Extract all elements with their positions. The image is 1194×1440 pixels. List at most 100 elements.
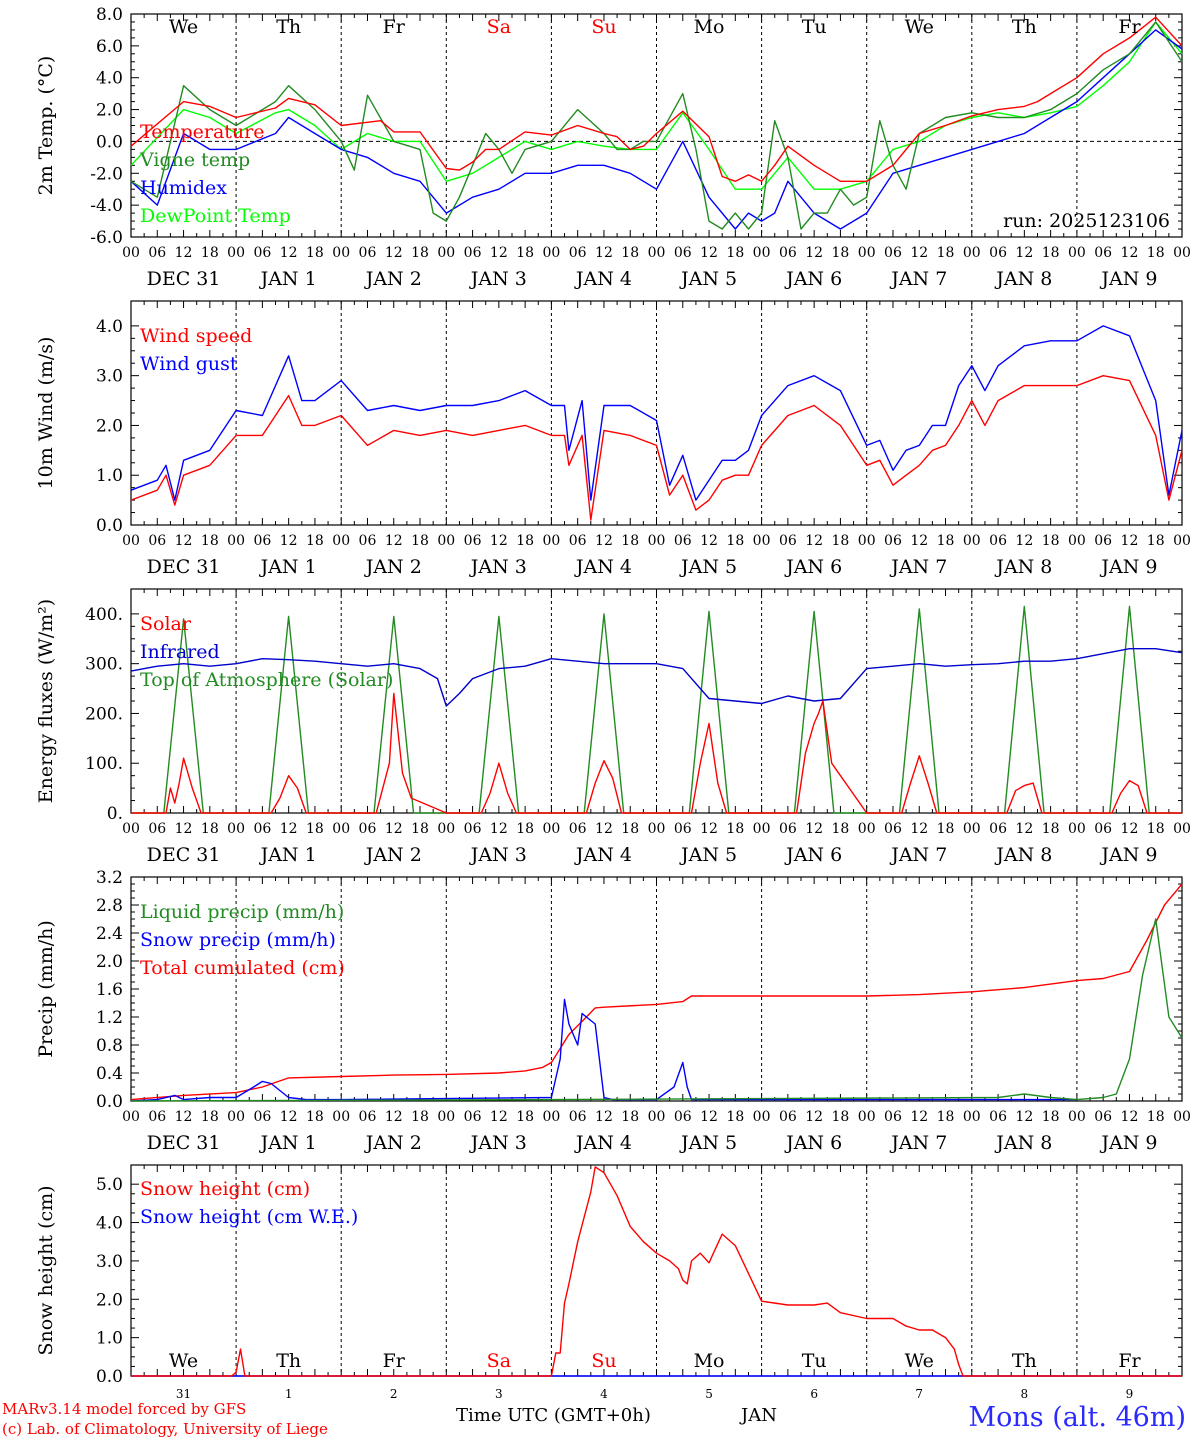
panel-precip: 0.0 0.4 0.8 1.2 1.6 2.0 2.4 2.8 3.2 Precip (mm/h)… bbox=[35, 868, 1191, 1154]
hour-label: 00 bbox=[332, 533, 350, 549]
date-label: JAN 1 bbox=[259, 844, 317, 866]
hour-label: 12 bbox=[700, 533, 718, 549]
hour-label: 12 bbox=[595, 821, 613, 837]
hour-label: 00 bbox=[122, 821, 140, 837]
y-tick-label: 3.2 bbox=[96, 868, 123, 888]
hour-label: 12 bbox=[805, 1109, 823, 1125]
legend-entry: Solar bbox=[140, 613, 192, 635]
hour-label: 12 bbox=[595, 533, 613, 549]
hour-label: 06 bbox=[253, 533, 271, 549]
y-tick-label: 4.0 bbox=[96, 1214, 123, 1234]
date-label: JAN 4 bbox=[574, 1132, 632, 1154]
legend-entry: Infrared bbox=[140, 641, 220, 663]
hour-label: 06 bbox=[359, 245, 377, 261]
hour-label: 06 bbox=[148, 821, 166, 837]
date-label: 31 bbox=[176, 1387, 191, 1401]
hour-label: 18 bbox=[516, 245, 534, 261]
hour-label: 12 bbox=[490, 533, 508, 549]
y-tick-label: 3.0 bbox=[96, 1252, 123, 1272]
day-label: Fr bbox=[1118, 1350, 1141, 1372]
hour-label: 06 bbox=[989, 533, 1007, 549]
y-tick-label: -6.0 bbox=[90, 228, 123, 248]
hour-label: 18 bbox=[1147, 245, 1165, 261]
date-label: 2 bbox=[390, 1387, 398, 1401]
month-label: JAN bbox=[741, 1405, 777, 1426]
hour-label: 06 bbox=[148, 245, 166, 261]
hour-label: 12 bbox=[805, 533, 823, 549]
date-label: JAN 7 bbox=[889, 268, 947, 290]
hour-label: 00 bbox=[437, 245, 455, 261]
hour-label: 12 bbox=[595, 1109, 613, 1125]
y-tick-label: 0.0 bbox=[96, 1092, 123, 1112]
hour-label: 06 bbox=[1094, 245, 1112, 261]
date-label: JAN 6 bbox=[784, 1132, 842, 1154]
date-label: JAN 5 bbox=[679, 556, 737, 578]
legend-entry: Humidex bbox=[140, 177, 227, 199]
hour-label: 00 bbox=[437, 1109, 455, 1125]
date-label: JAN 6 bbox=[784, 844, 842, 866]
hour-label: 00 bbox=[1173, 533, 1191, 549]
hour-label: 18 bbox=[726, 821, 744, 837]
y-tick-label: 400. bbox=[85, 605, 123, 625]
hour-label: 06 bbox=[1094, 533, 1112, 549]
date-label: JAN 1 bbox=[259, 556, 317, 578]
y-tick-label: 3.0 bbox=[96, 367, 123, 387]
day-label: Th bbox=[1012, 1350, 1037, 1372]
hour-label: 12 bbox=[910, 533, 928, 549]
hour-label: 06 bbox=[779, 533, 797, 549]
y-tick-label: 5.0 bbox=[96, 1175, 123, 1195]
hour-label: 18 bbox=[937, 821, 955, 837]
hour-label: 00 bbox=[1068, 245, 1086, 261]
hour-label: 18 bbox=[1147, 1109, 1165, 1125]
hour-label: 00 bbox=[1068, 1109, 1086, 1125]
hour-label: 18 bbox=[411, 533, 429, 549]
day-label: Sa bbox=[487, 1350, 511, 1372]
hour-label: 18 bbox=[201, 821, 219, 837]
hour-label: 12 bbox=[490, 1109, 508, 1125]
y-tick-label: 0.4 bbox=[96, 1064, 123, 1084]
date-label: JAN 5 bbox=[679, 1132, 737, 1154]
hour-label: 00 bbox=[858, 533, 876, 549]
y-axis-label: 2m Temp. (°C) bbox=[35, 56, 57, 196]
day-label: Su bbox=[591, 16, 616, 38]
hour-label: 18 bbox=[306, 821, 324, 837]
y-tick-label: 1.0 bbox=[96, 1329, 123, 1349]
hour-label: 00 bbox=[648, 245, 666, 261]
panel-energy: 0. 100. 200. 300. 400. Energy fluxes (W/m²) So… bbox=[35, 588, 1191, 866]
hour-label: 06 bbox=[674, 1109, 692, 1125]
date-label: JAN 9 bbox=[1099, 1132, 1157, 1154]
hour-label: 12 bbox=[280, 821, 298, 837]
hour-label: 00 bbox=[542, 245, 560, 261]
hour-label: 00 bbox=[227, 533, 245, 549]
hour-label: 06 bbox=[148, 533, 166, 549]
hour-label: 12 bbox=[910, 821, 928, 837]
legend-entry: Wind speed bbox=[140, 325, 252, 347]
date-label: 8 bbox=[1021, 1387, 1029, 1401]
date-label: JAN 1 bbox=[259, 268, 317, 290]
y-tick-label: -4.0 bbox=[90, 196, 123, 216]
hour-label: 06 bbox=[884, 245, 902, 261]
y-tick-label: 2.0 bbox=[96, 101, 123, 121]
hour-label: 18 bbox=[516, 821, 534, 837]
hour-label: 18 bbox=[306, 1109, 324, 1125]
date-label: 1 bbox=[285, 1387, 293, 1401]
date-label: JAN 2 bbox=[364, 556, 422, 578]
panel-wind: 0.0 1.0 2.0 3.0 4.0 10m Wind (m/s) Wind speed W… bbox=[35, 300, 1191, 578]
hour-label: 18 bbox=[621, 245, 639, 261]
hour-label: 12 bbox=[280, 245, 298, 261]
hour-label: 06 bbox=[569, 533, 587, 549]
hour-label: 00 bbox=[963, 1109, 981, 1125]
hour-label: 00 bbox=[227, 821, 245, 837]
hour-label: 06 bbox=[989, 245, 1007, 261]
hour-label: 00 bbox=[227, 1109, 245, 1125]
date-label: JAN 6 bbox=[784, 556, 842, 578]
hour-label: 18 bbox=[1042, 533, 1060, 549]
hour-label: 18 bbox=[726, 1109, 744, 1125]
hour-label: 00 bbox=[963, 533, 981, 549]
hour-label: 12 bbox=[1121, 1109, 1139, 1125]
time-axis-label: Time UTC (GMT+0h) bbox=[456, 1405, 651, 1426]
hour-label: 00 bbox=[1173, 1109, 1191, 1125]
date-label: JAN 4 bbox=[574, 844, 632, 866]
hour-label: 18 bbox=[621, 533, 639, 549]
hour-label: 00 bbox=[437, 533, 455, 549]
